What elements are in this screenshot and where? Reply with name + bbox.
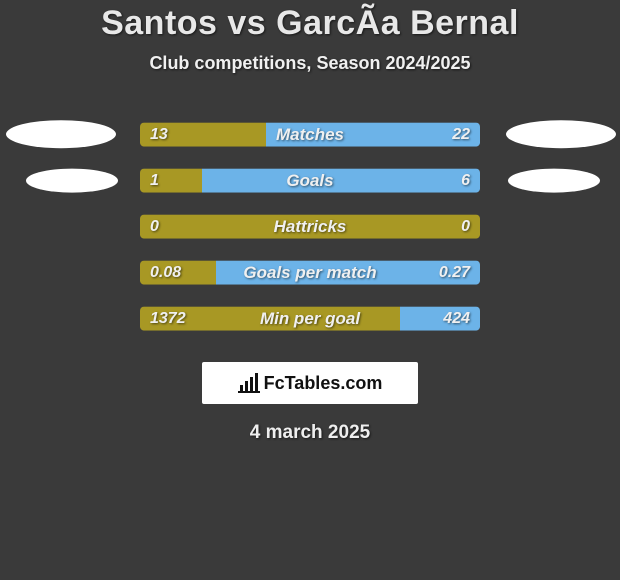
stat-label: Goals per match [243, 263, 376, 283]
team-marker-right [506, 120, 616, 148]
team-marker-right [508, 169, 600, 193]
stat-left-value: 0.08 [150, 264, 181, 282]
stat-row-matches: 13 Matches 22 [0, 114, 620, 160]
brand-box: FcTables.com [202, 362, 418, 404]
stat-right-value: 6 [461, 172, 470, 190]
page-title: Santos vs GarcÃ­a Bernal [0, 4, 620, 43]
stat-left-value: 1372 [150, 310, 186, 328]
brand-label: FcTables.com [264, 373, 383, 394]
team-marker-left [26, 169, 118, 193]
team-marker-left [6, 120, 116, 148]
stats-area: 13 Matches 22 1 Goals 6 0 Hattricks 0 [0, 114, 620, 344]
infographic-container: Santos vs GarcÃ­a Bernal Club competitio… [0, 0, 620, 444]
stat-row-gpm: 0.08 Goals per match 0.27 [0, 252, 620, 298]
stat-right-value: 0 [461, 218, 470, 236]
stat-right-value: 424 [443, 310, 470, 328]
stat-label: Matches [276, 125, 344, 145]
stat-row-mpg: 1372 Min per goal 424 [0, 298, 620, 344]
date-text: 4 march 2025 [0, 422, 620, 444]
stat-left-value: 13 [150, 126, 168, 144]
stat-right-value: 0.27 [439, 264, 470, 282]
bar-right [202, 169, 480, 193]
page-subtitle: Club competitions, Season 2024/2025 [0, 53, 620, 74]
stat-right-value: 22 [452, 126, 470, 144]
stat-label: Hattricks [274, 217, 347, 237]
stat-label: Goals [286, 171, 333, 191]
bar-chart-icon [238, 373, 260, 393]
stat-left-value: 1 [150, 172, 159, 190]
stat-row-goals: 1 Goals 6 [0, 160, 620, 206]
stat-label: Min per goal [260, 309, 360, 329]
stat-row-hattricks: 0 Hattricks 0 [0, 206, 620, 252]
stat-left-value: 0 [150, 218, 159, 236]
